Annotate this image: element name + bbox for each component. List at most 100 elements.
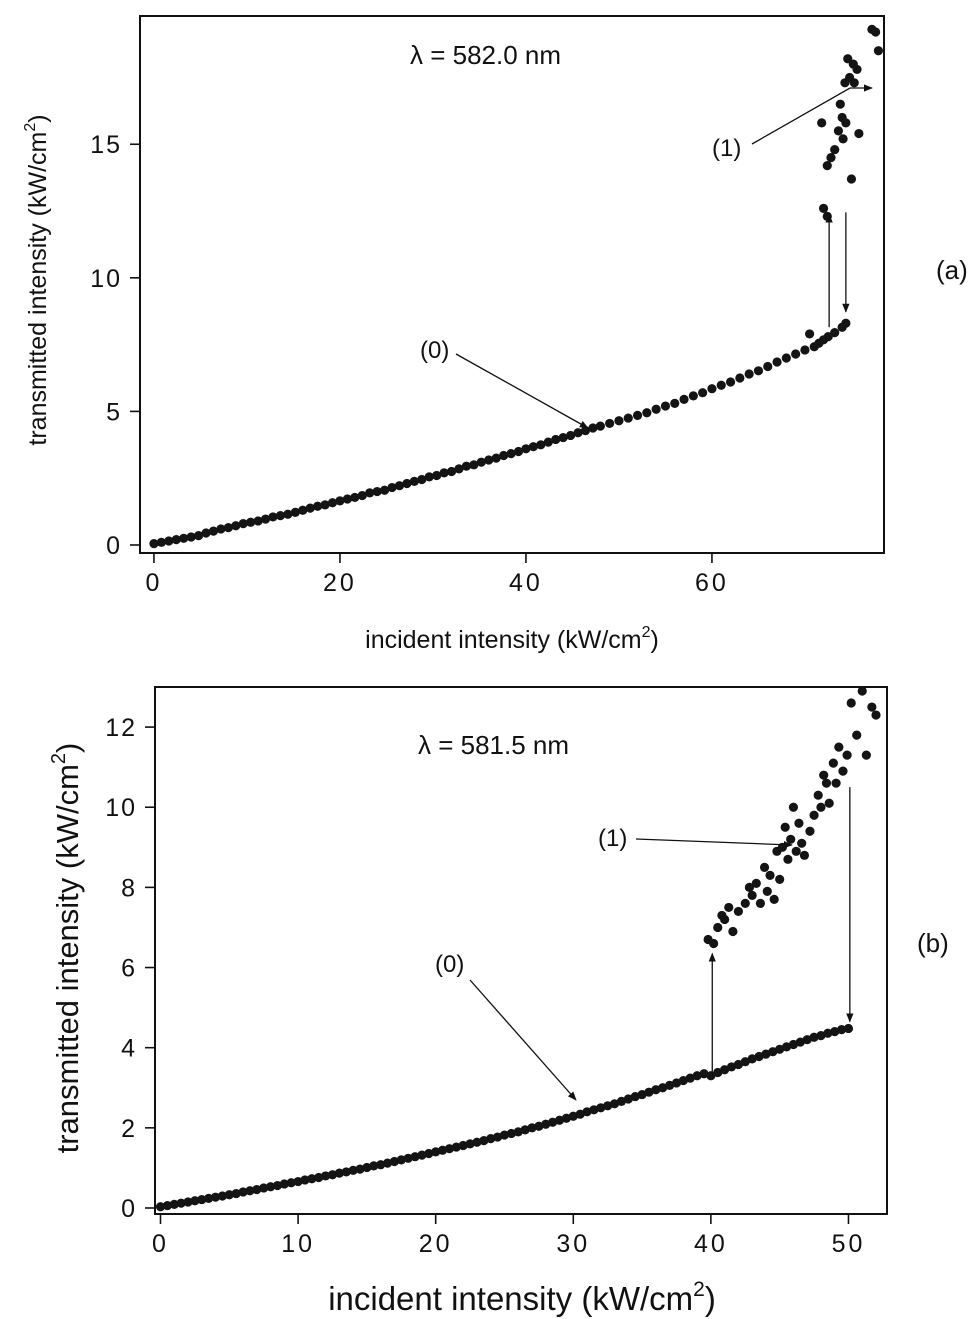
data-point-branch-0 — [506, 449, 516, 459]
wavelength-label-b: λ = 581.5 nm — [418, 730, 569, 760]
x-tick-label: 0 — [152, 1230, 169, 1258]
x-axis-label-b: incident intensity (kW/cm2) — [328, 1278, 716, 1317]
data-point-branch-1 — [822, 211, 832, 221]
data-point-branch-0 — [772, 357, 782, 367]
data-point-branch-0 — [800, 345, 810, 355]
data-point-branch-0 — [283, 509, 293, 519]
data-point-branch-1 — [833, 126, 844, 136]
data-point-branch-0 — [327, 498, 338, 508]
data-point-branch-0 — [210, 1192, 221, 1202]
data-point-branch-1 — [846, 174, 857, 184]
data-point-branch-0 — [753, 366, 764, 376]
data-point-branch-0 — [350, 492, 360, 503]
data-point-branch-1 — [826, 152, 836, 163]
data-point-branch-0 — [238, 1187, 248, 1197]
data-point-branch-0 — [461, 461, 472, 471]
data-point-branch-0 — [245, 1186, 255, 1196]
data-point-branch-1 — [740, 898, 750, 909]
data-point-branch-0 — [279, 1179, 289, 1189]
data-point-branch-0 — [588, 423, 598, 433]
data-point-branch-1 — [788, 802, 799, 812]
data-point-branch-1 — [834, 742, 844, 752]
data-point-branch-1 — [724, 902, 734, 913]
data-point-branch-0 — [334, 1168, 344, 1178]
y-axis-label-b: transmitted intensity (kW/cm2) — [48, 743, 85, 1154]
y-tick-label: 12 — [105, 714, 137, 742]
data-point-branch-0 — [491, 453, 501, 463]
x-tick-label: 60 — [695, 569, 729, 597]
data-point-branch-0 — [713, 1067, 723, 1078]
data-point-branch-0 — [410, 1152, 420, 1162]
data-point-branch-1 — [867, 702, 877, 712]
data-point-branch-0 — [527, 1123, 537, 1133]
branch-pointer-1-a — [751, 84, 873, 145]
data-point-branch-0 — [451, 1142, 461, 1152]
data-point-branch-1 — [769, 894, 779, 905]
data-point-branch-0 — [246, 517, 256, 527]
data-point-branch-0 — [465, 1139, 475, 1149]
data-point-branch-1 — [775, 874, 785, 884]
data-point-branch-0 — [179, 533, 189, 543]
data-point-branch-0 — [403, 1153, 413, 1163]
branch-label-1-a: (1) — [712, 135, 741, 162]
chart-panel-b: 0 10 20 30 40 50 0 2 4 6 8 10 12 λ = 581.5 nm (b) i… — [48, 686, 949, 1317]
data-point-branch-1 — [818, 203, 829, 213]
branch-label-1-b: (1) — [598, 825, 627, 852]
data-point-branch-0 — [623, 413, 633, 423]
data-point-branch-0 — [830, 327, 840, 338]
data-point-branch-0 — [286, 1178, 296, 1188]
data-point-branch-0 — [432, 470, 442, 481]
data-point-branch-1 — [857, 686, 867, 696]
data-point-branch-0 — [204, 1193, 214, 1203]
data-point-branch-0 — [298, 505, 308, 515]
data-point-branch-0 — [335, 496, 345, 506]
data-point-branch-0 — [679, 394, 689, 404]
data-point-branch-0 — [688, 391, 698, 401]
data-point-branch-0 — [379, 485, 390, 495]
data-point-branch-0 — [238, 519, 248, 529]
data-point-branch-0 — [484, 455, 494, 465]
data-point-branch-0 — [528, 442, 538, 452]
plot-frame-a — [139, 15, 885, 554]
data-point-branch-1 — [728, 926, 738, 937]
data-point-branch-1 — [797, 838, 807, 848]
y-tick-label: 2 — [121, 1115, 137, 1143]
data-point-branch-0 — [197, 1194, 207, 1205]
x-tick-label: 40 — [509, 569, 543, 597]
y-ticks-a: 0 5 10 15 — [90, 131, 140, 560]
data-point-branch-0 — [327, 1170, 338, 1180]
data-point-branch-1 — [755, 898, 766, 909]
branch-label-0-b: (0) — [435, 951, 464, 978]
data-point-branch-0 — [437, 1145, 448, 1155]
x-tick-label: 30 — [556, 1230, 590, 1258]
data-point-branch-0 — [476, 457, 486, 467]
data-point-branch-1 — [841, 118, 851, 128]
branch-label-0-a: (0) — [420, 337, 449, 364]
data-point-branch-0 — [290, 507, 300, 517]
data-point-branch-0 — [614, 416, 624, 426]
data-point-branch-0 — [409, 476, 419, 486]
data-point-branch-1 — [821, 778, 832, 788]
data-point-branch-1 — [828, 758, 838, 768]
data-point-branch-1 — [744, 882, 755, 892]
points-b — [155, 686, 881, 1212]
data-point-branch-0 — [843, 1023, 854, 1034]
data-point-branch-0 — [231, 521, 241, 531]
data-point-branch-0 — [300, 1175, 310, 1185]
data-point-branch-1 — [751, 878, 761, 888]
data-point-branch-1 — [786, 834, 796, 844]
data-point-branch-0 — [387, 482, 397, 493]
data-point-branch-0 — [417, 1150, 427, 1160]
x-tick-label: 40 — [694, 1230, 728, 1258]
data-point-branch-0 — [499, 450, 509, 461]
data-point-branch-1 — [849, 78, 859, 88]
data-point-branch-0 — [217, 1191, 228, 1201]
data-point-branch-0 — [341, 1167, 351, 1177]
data-point-branch-0 — [321, 1171, 331, 1181]
data-point-branch-0 — [293, 1176, 303, 1187]
data-point-branch-0 — [536, 440, 546, 450]
data-point-branch-0 — [720, 1065, 730, 1075]
data-point-branch-1 — [765, 870, 775, 880]
data-point-branch-1 — [871, 710, 881, 720]
panel-label-a: (a) — [936, 255, 968, 285]
